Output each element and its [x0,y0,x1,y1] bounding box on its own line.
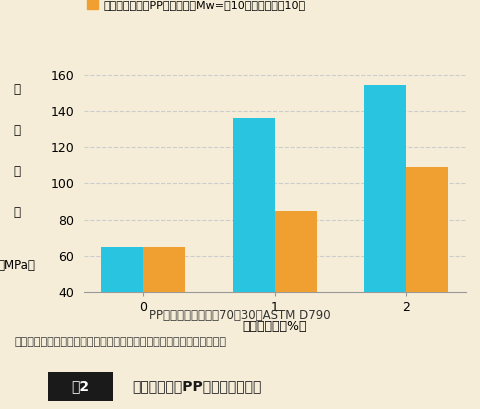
Bar [101,247,144,365]
Text: 炭素繊維強化PP樹脂への添加例: 炭素繊維強化PP樹脂への添加例 [132,380,262,393]
Text: （MPa）: （MPa） [0,259,36,272]
Bar [406,167,448,365]
Bar [144,247,185,365]
Text: 度: 度 [13,206,20,219]
Text: げ: げ [13,124,20,137]
X-axis label: 添加量（質量%）: 添加量（質量%） [242,320,307,333]
Legend: ユーメックス1001添加, 高分子量酸変性PP樹脂添加（Mw=約10万、酸価＝約10）: ユーメックス1001添加, 高分子量酸変性PP樹脂添加（Mw=約10万、酸価＝約… [86,0,307,11]
Text: PP樹脂／炭素繊維＝70／30、ASTM D790: PP樹脂／炭素繊維＝70／30、ASTM D790 [149,309,331,322]
Text: 「ユーメックス」は、少量添加で曲げ強度などの機械物性を向上させる: 「ユーメックス」は、少量添加で曲げ強度などの機械物性を向上させる [14,337,227,347]
Bar [233,118,275,365]
Text: 曲: 曲 [13,83,20,97]
Bar [364,85,406,365]
Text: 図2: 図2 [72,380,89,393]
Text: 強: 強 [13,165,20,178]
Bar [275,211,317,365]
